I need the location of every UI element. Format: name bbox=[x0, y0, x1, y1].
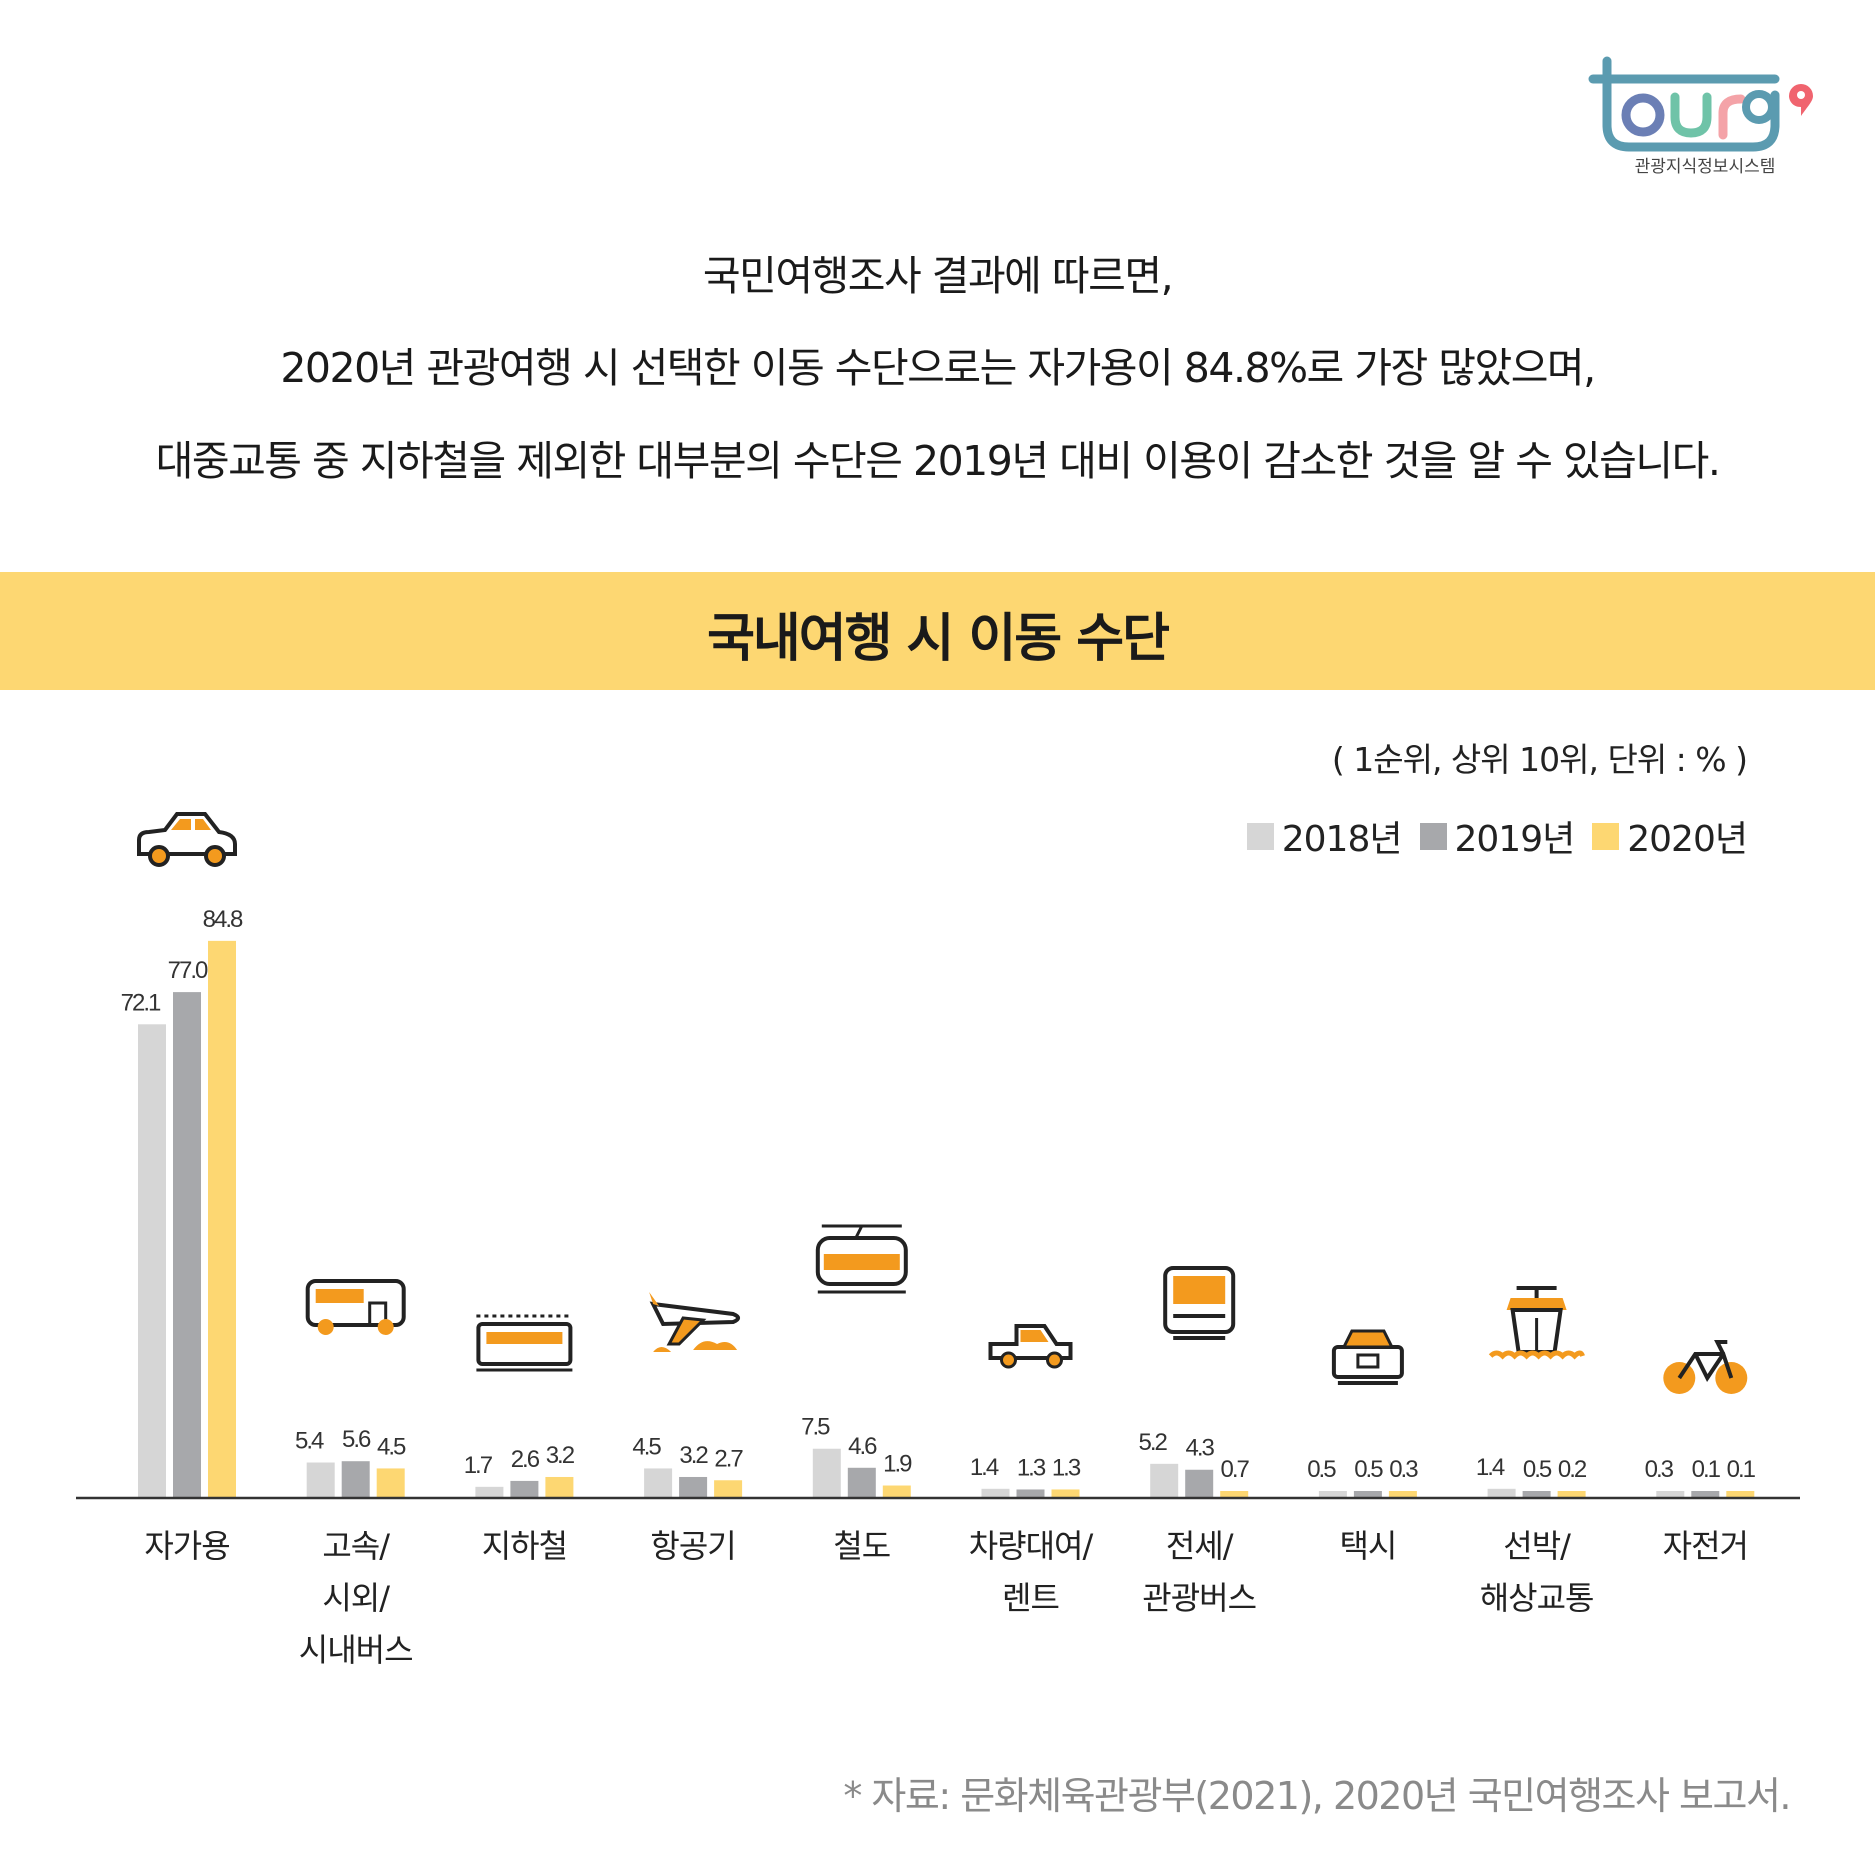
train-icon bbox=[815, 1224, 908, 1294]
data-label-2019-3: 3.2 bbox=[679, 1442, 708, 1469]
data-label-2019-2: 2.6 bbox=[511, 1446, 540, 1473]
taxi-icon bbox=[1331, 1329, 1404, 1385]
data-label-2018-4: 7.5 bbox=[801, 1414, 830, 1441]
bar-2019-7 bbox=[1353, 1491, 1382, 1498]
legend-swatch-2020 bbox=[1592, 822, 1620, 850]
legend: 2018년 2019년 2020년 bbox=[1229, 810, 1748, 862]
category-label: 철도 bbox=[833, 1527, 891, 1565]
data-label-2018-5: 1.4 bbox=[970, 1454, 999, 1481]
data-label-2020-7: 0.3 bbox=[1389, 1456, 1418, 1483]
data-label-2018-6: 5.2 bbox=[1139, 1429, 1168, 1456]
bar-2020-9 bbox=[1726, 1491, 1755, 1498]
logo-subtitle: 관광지식정보시스템 bbox=[1634, 157, 1776, 177]
data-label-2019-4: 4.6 bbox=[848, 1433, 877, 1460]
category-label: 선박/ 해상교통 bbox=[1479, 1527, 1595, 1617]
data-label-2018-2: 1.7 bbox=[464, 1452, 493, 1479]
data-label-2020-8: 0.2 bbox=[1558, 1456, 1587, 1483]
bar-2020-8 bbox=[1557, 1491, 1586, 1498]
bar-2018-3 bbox=[644, 1468, 673, 1498]
bar-2020-2 bbox=[545, 1476, 574, 1498]
legend-swatch-2018 bbox=[1246, 822, 1274, 850]
legend-label-2019: 2019년 bbox=[1454, 819, 1576, 860]
data-label-2019-5: 1.3 bbox=[1017, 1454, 1046, 1481]
bar-2019-3 bbox=[679, 1476, 708, 1498]
source-note: * 자료: 문화체육관광부(2021), 2020년 국민여행조사 보고서. bbox=[843, 1774, 1791, 1818]
data-label-2018-9: 0.3 bbox=[1645, 1456, 1674, 1483]
bar-2018-5 bbox=[981, 1488, 1010, 1498]
data-label-2018-7: 0.5 bbox=[1307, 1456, 1336, 1483]
bar-2019-6 bbox=[1185, 1469, 1214, 1498]
bar-2018-8 bbox=[1487, 1488, 1516, 1498]
data-label-2020-0: 84.8 bbox=[203, 906, 243, 933]
data-label-2018-3: 4.5 bbox=[632, 1433, 661, 1460]
bar-2019-1 bbox=[341, 1461, 370, 1498]
category-label: 택시 bbox=[1339, 1527, 1397, 1565]
data-label-2020-4: 1.9 bbox=[883, 1451, 912, 1478]
car-icon bbox=[137, 812, 237, 867]
intro-line-1: 국민여행조사 결과에 따르면, bbox=[702, 252, 1174, 300]
category-label: 전세/ 관광버스 bbox=[1142, 1527, 1257, 1617]
data-label-2020-2: 3.2 bbox=[546, 1442, 575, 1469]
title-band bbox=[0, 572, 1875, 690]
bar-2020-5 bbox=[1051, 1489, 1080, 1498]
data-label-2020-5: 1.3 bbox=[1052, 1454, 1081, 1481]
data-label-2020-9: 0.1 bbox=[1727, 1456, 1756, 1483]
data-label-2018-1: 5.4 bbox=[295, 1428, 324, 1455]
bar-2019-4 bbox=[847, 1467, 876, 1498]
intro-line-3: 대중교통 중 지하철을 제외한 대부분의 수단은 2019년 대비 이용이 감소… bbox=[155, 437, 1721, 485]
intro-line-2: 2020년 관광여행 시 선택한 이동 수단으로는 자가용이 84.8%로 가장… bbox=[280, 344, 1596, 392]
bar-2018-7 bbox=[1318, 1491, 1347, 1498]
legend-swatch-2019 bbox=[1419, 822, 1447, 850]
bar-2019-2 bbox=[510, 1480, 539, 1498]
bar-2019-9 bbox=[1691, 1491, 1720, 1498]
data-label-2018-0: 72.1 bbox=[121, 989, 161, 1016]
legend-label-2018: 2018년 bbox=[1281, 819, 1403, 860]
chart-subtitle: ( 1순위, 상위 10위, 단위 : % ) bbox=[1331, 740, 1748, 779]
chart-title: 국내여행 시 이동 수단 bbox=[707, 609, 1170, 669]
bicycle-icon bbox=[1663, 1340, 1748, 1394]
data-label-2019-7: 0.5 bbox=[1354, 1456, 1383, 1483]
category-label: 고속/ 시외/ 시내버스 bbox=[298, 1527, 414, 1669]
data-label-2019-6: 4.3 bbox=[1186, 1435, 1215, 1462]
rental-car-icon bbox=[988, 1324, 1073, 1369]
bar-2018-2 bbox=[475, 1486, 504, 1498]
data-label-2019-9: 0.1 bbox=[1692, 1456, 1721, 1483]
bar-2018-6 bbox=[1150, 1463, 1179, 1498]
bus-icon bbox=[305, 1279, 406, 1335]
data-label-2020-1: 4.5 bbox=[377, 1433, 406, 1460]
data-label-2020-6: 0.7 bbox=[1221, 1456, 1250, 1483]
tour-bus-icon bbox=[1163, 1266, 1236, 1340]
bar-2020-7 bbox=[1388, 1491, 1417, 1498]
ship-icon bbox=[1488, 1286, 1585, 1360]
bar-2019-8 bbox=[1522, 1491, 1551, 1498]
data-label-2019-1: 5.6 bbox=[342, 1426, 371, 1453]
airplane-icon bbox=[649, 1292, 741, 1352]
category-label: 항공기 bbox=[650, 1527, 736, 1565]
bar-2020-0 bbox=[208, 940, 236, 1498]
subway-icon bbox=[476, 1314, 573, 1372]
category-label: 차량대여/ 렌트 bbox=[968, 1527, 1094, 1617]
bar-2020-1 bbox=[376, 1468, 405, 1498]
bar-2019-0 bbox=[173, 992, 201, 1498]
bar-2018-0 bbox=[138, 1024, 166, 1498]
category-label: 자전거 bbox=[1662, 1527, 1749, 1565]
bar-2018-1 bbox=[306, 1462, 335, 1498]
legend-label-2020: 2020년 bbox=[1627, 819, 1748, 860]
bar-2020-3 bbox=[714, 1480, 743, 1498]
category-label: 지하철 bbox=[481, 1527, 568, 1565]
bar-2020-6 bbox=[1220, 1491, 1249, 1498]
data-label-2018-8: 1.4 bbox=[1476, 1454, 1505, 1481]
data-label-2020-3: 2.7 bbox=[714, 1445, 743, 1472]
data-label-2019-0: 77.0 bbox=[168, 957, 208, 984]
bar-2018-9 bbox=[1656, 1491, 1685, 1498]
bar-2018-4 bbox=[812, 1448, 841, 1498]
bar-2019-5 bbox=[1016, 1489, 1045, 1498]
category-label: 자가용 bbox=[144, 1527, 230, 1565]
data-label-2019-8: 0.5 bbox=[1523, 1456, 1552, 1483]
tourg-logo bbox=[1588, 56, 1813, 152]
bar-2020-4 bbox=[882, 1485, 911, 1498]
